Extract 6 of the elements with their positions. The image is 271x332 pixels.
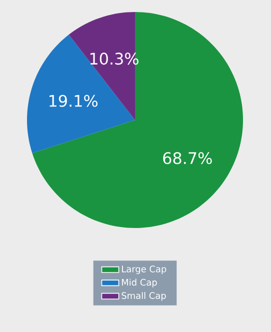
data-label: 68.7% (163, 152, 212, 164)
legend-label: Large Cap (122, 266, 166, 274)
legend-label: Small Cap (122, 292, 166, 301)
data-label: 19.1% (50, 94, 98, 107)
data-label: 10.3% (90, 52, 138, 65)
legend-label: Mid Cap (122, 278, 157, 288)
